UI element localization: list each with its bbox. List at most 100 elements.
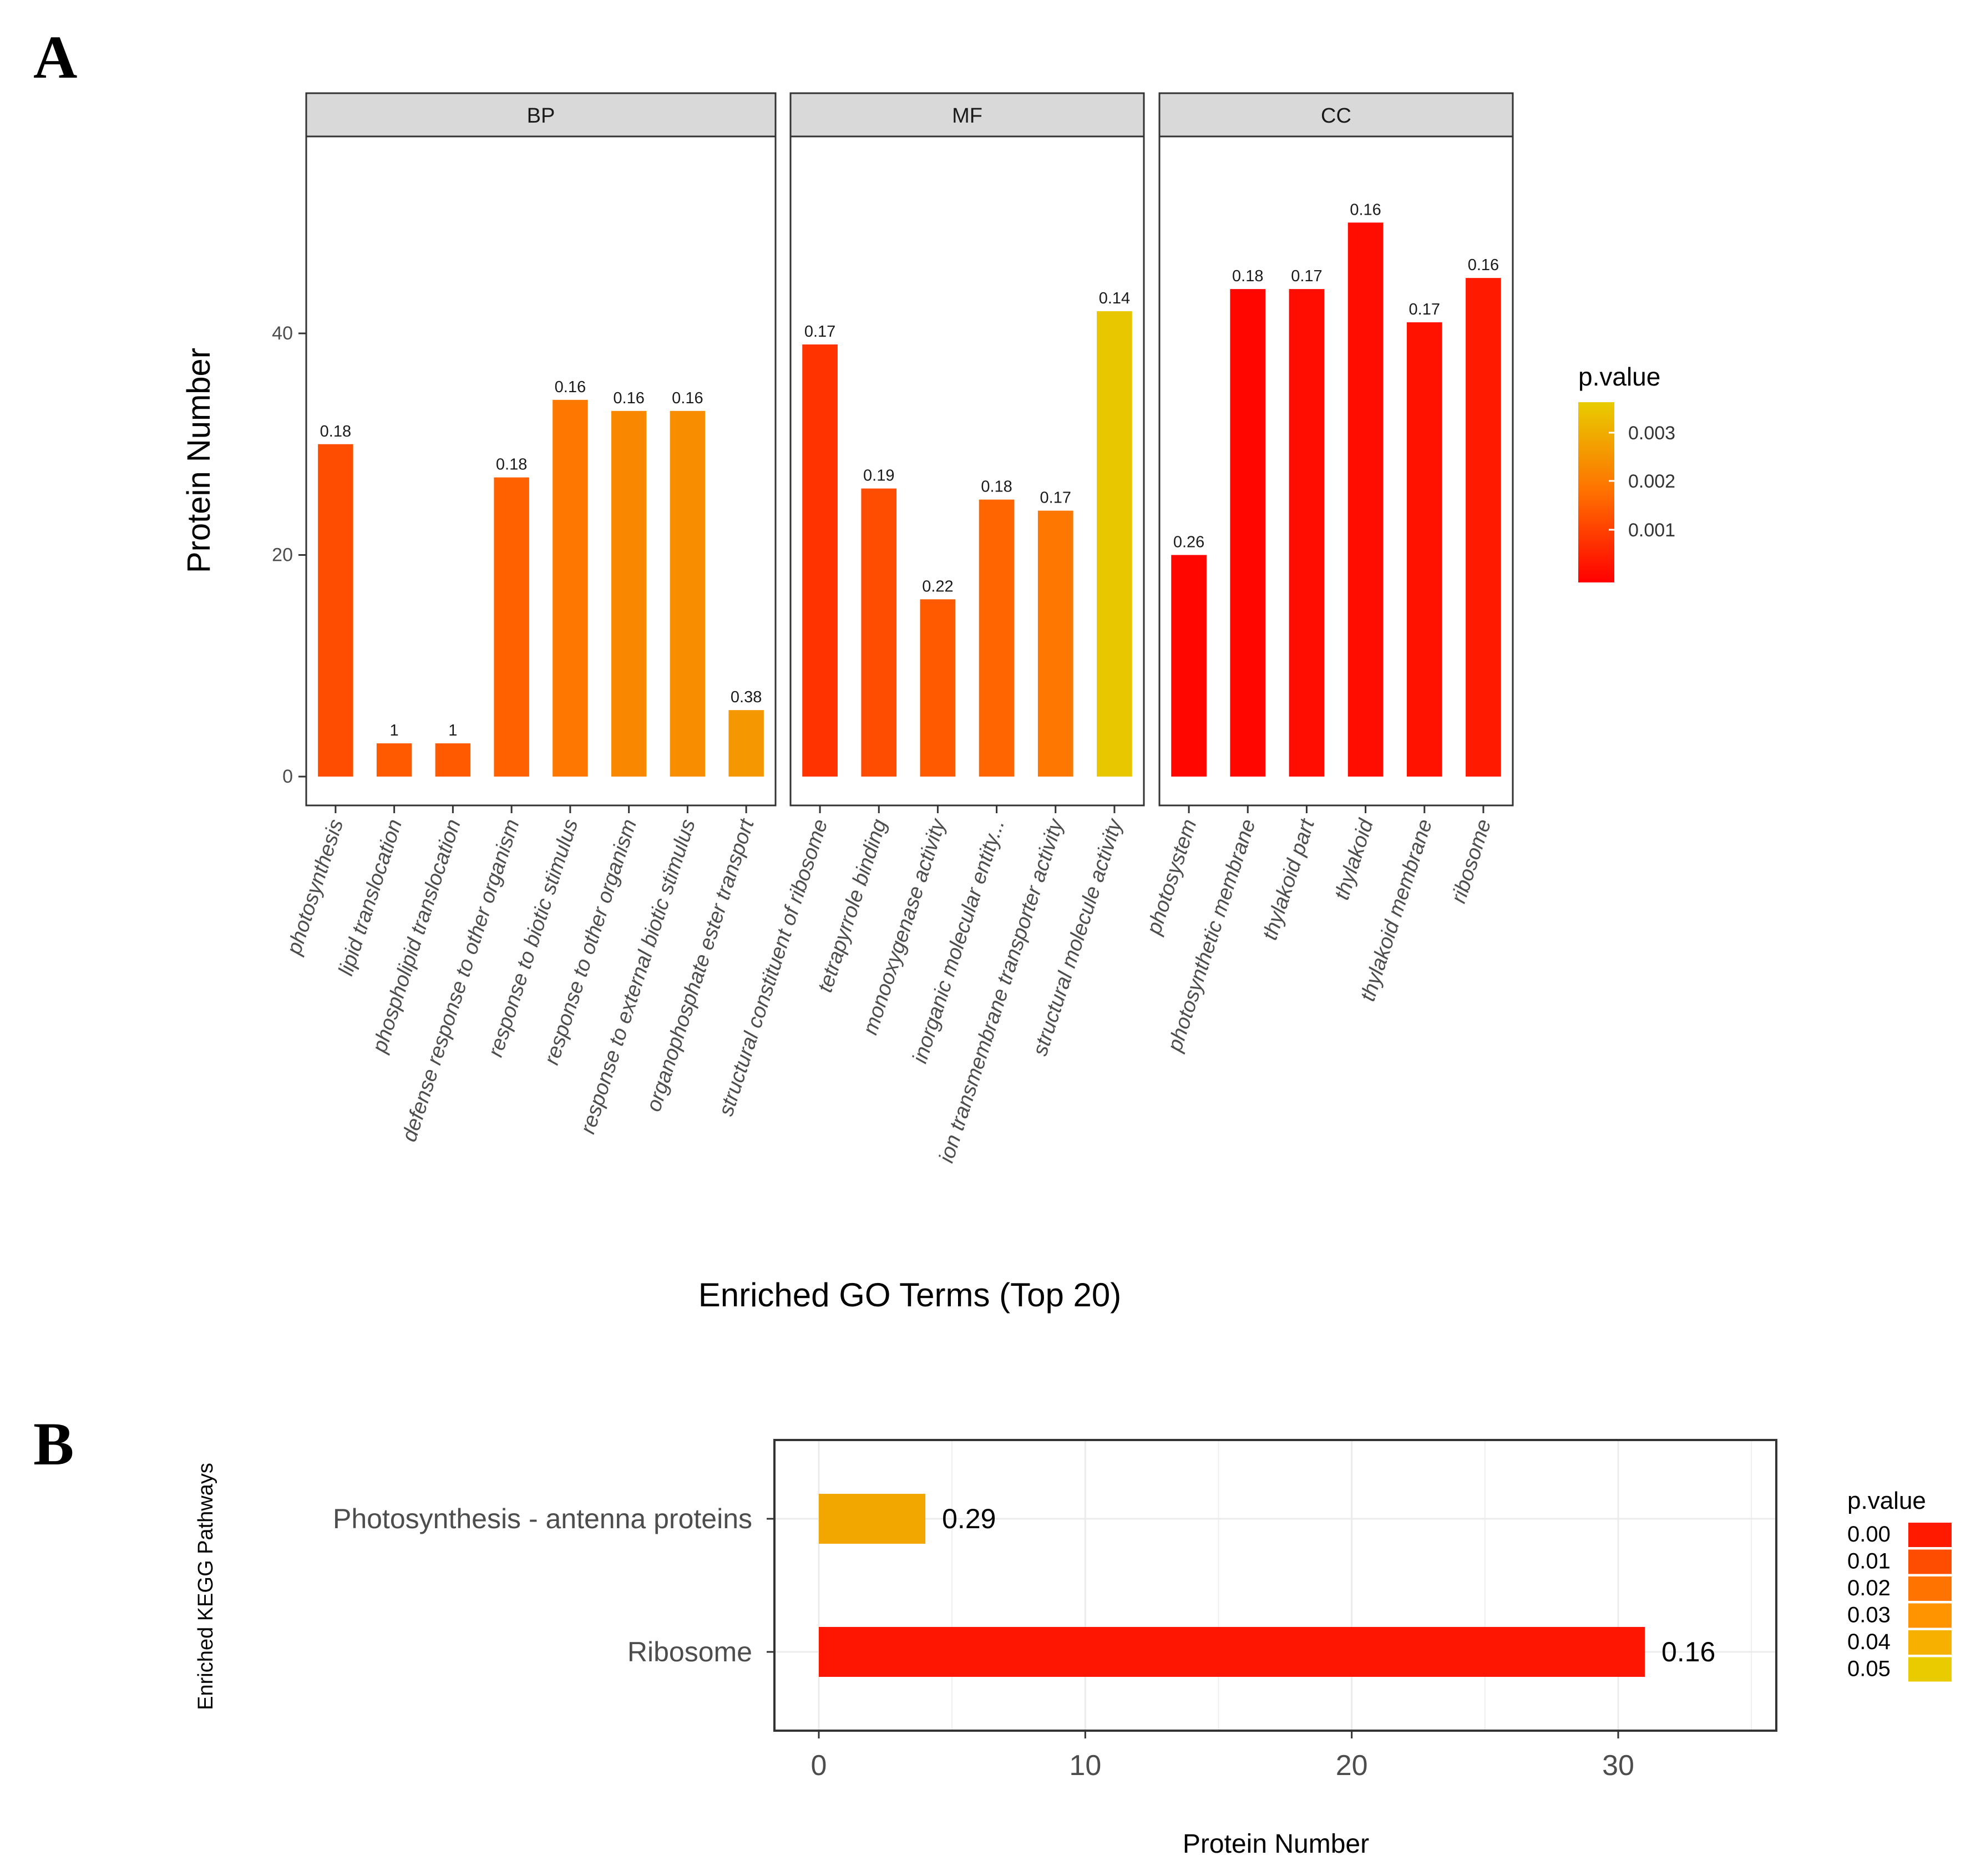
facet-panel: [1158, 135, 1514, 807]
facet-strip-label: CC: [1321, 104, 1351, 128]
kegg-legend-label: 0.05: [1847, 1657, 1891, 1681]
go-x-tick-label: defense response to other organism: [398, 817, 524, 1145]
go-bar-label: 0.19: [863, 467, 894, 485]
go-x-tick-label: thylakoid part: [1258, 815, 1319, 942]
go-bar-label: 0.18: [496, 456, 527, 474]
kegg-bars: 0.29 0.16: [819, 1494, 1715, 1677]
kegg-legend-key: [1908, 1630, 1952, 1655]
go-bar: [802, 344, 838, 777]
facet-strip-label: BP: [527, 104, 555, 128]
go-bar-label: 0.16: [613, 389, 644, 407]
go-x-tick-label: lipid translocation: [335, 817, 407, 978]
go-bar-label: 0.18: [1232, 267, 1263, 285]
go-facet-bp: BP 0.18 photosynthesis 1 lipid translocation…: [282, 92, 777, 1145]
go-bar: [1230, 289, 1266, 777]
kegg-axes: Photosynthesis - antenna proteins Ribosom…: [333, 1503, 1634, 1782]
go-legend-title: p.value: [1578, 362, 1660, 391]
go-legend-colorbar: [1578, 402, 1614, 582]
go-y-axis: 0 20 40: [272, 323, 306, 787]
kegg-x-axis-title: Protein Number: [1183, 1829, 1369, 1859]
go-legend-label: 0.003: [1628, 423, 1675, 444]
go-y-tick-label: 20: [272, 545, 293, 566]
go-bar: [435, 743, 471, 777]
go-bar: [861, 488, 897, 777]
go-bar: [611, 410, 647, 777]
go-bar: [920, 599, 956, 777]
kegg-legend-label: 0.03: [1847, 1603, 1891, 1627]
go-y-tick-label: 0: [282, 766, 293, 787]
go-bar: [979, 499, 1015, 777]
go-y-tick-label: 40: [272, 323, 293, 344]
panel-b-letter: B: [33, 1410, 74, 1478]
kegg-legend-key: [1908, 1657, 1952, 1682]
kegg-legend-key: [1908, 1576, 1952, 1601]
go-bar: [1097, 311, 1132, 777]
go-enrichment-chart: BP 0.18 photosynthesis 1 lipid translocation…: [181, 92, 1675, 1314]
kegg-legend-title: p.value: [1847, 1487, 1926, 1514]
go-bar-label: 0.16: [555, 378, 586, 396]
kegg-legend-label: 0.04: [1847, 1630, 1891, 1654]
facet-panel: [789, 135, 1145, 807]
go-bar-label: 0.17: [1040, 489, 1071, 507]
go-x-axis-title: Enriched GO Terms (Top 20): [698, 1276, 1122, 1314]
go-legend-label: 0.002: [1628, 471, 1675, 492]
go-bar-label: 0.17: [1409, 301, 1440, 318]
go-bar-label: 1: [448, 722, 457, 739]
go-y-axis-title: Protein Number: [181, 348, 217, 573]
panel-a-letter: A: [33, 23, 77, 91]
facet-strip: [789, 92, 1145, 138]
go-bar-label: 0.16: [1350, 201, 1381, 219]
go-x-tick-label: ribosome: [1447, 817, 1496, 906]
go-x-tick-label: photosystem: [1142, 817, 1202, 938]
go-bar: [1406, 322, 1442, 777]
kegg-pvalue-legend: p.value 0.000.010.02 0.03 0.04 0.05: [1847, 1487, 1952, 1682]
kegg-enrichment-chart: 0.29 0.16 Photosynthesis - antenna protei…: [194, 1439, 1952, 1859]
go-pvalue-legend: p.value 0.003 0.002 0.001: [1578, 362, 1675, 582]
go-bar: [553, 399, 588, 777]
kegg-x-tick-label: 0: [811, 1750, 827, 1782]
go-bar: [728, 710, 764, 777]
kegg-legend-label: 0.02: [1847, 1576, 1891, 1600]
kegg-legend-label: 0.00: [1847, 1522, 1891, 1547]
go-bar: [318, 444, 353, 777]
go-facets: BP 0.18 photosynthesis 1 lipid translocation…: [282, 92, 1514, 1165]
go-x-tick-label: thylakoid: [1330, 815, 1379, 902]
kegg-x-tick-label: 10: [1069, 1750, 1101, 1782]
go-bar-label: 0.18: [981, 478, 1012, 496]
kegg-x-tick-label: 20: [1336, 1750, 1368, 1782]
go-bar-label: 0.14: [1099, 290, 1130, 307]
kegg-legend-keys: 0.000.010.02 0.03 0.04 0.05: [1847, 1522, 1952, 1682]
kegg-y-tick-label: Ribosome: [627, 1636, 752, 1667]
go-bar-label: 0.26: [1173, 534, 1204, 551]
kegg-legend-key: [1908, 1603, 1952, 1628]
go-bar-label: 0.38: [731, 688, 762, 706]
kegg-legend-key: [1908, 1549, 1952, 1574]
go-bar: [1171, 555, 1207, 777]
kegg-x-tick-label: 30: [1602, 1750, 1634, 1782]
go-bar: [494, 477, 529, 777]
kegg-bar-label: 0.16: [1661, 1636, 1715, 1667]
go-bar-label: 0.22: [922, 577, 953, 595]
kegg-plot-panel: [773, 1439, 1777, 1732]
go-bar: [1347, 222, 1384, 777]
go-bar: [1037, 510, 1073, 777]
go-bar: [670, 410, 706, 777]
kegg-legend-key: [1908, 1523, 1952, 1547]
go-bar-label: 0.17: [1291, 267, 1322, 285]
kegg-bar: [819, 1627, 1645, 1677]
go-x-tick-label: photosynthesis: [282, 817, 348, 958]
go-bar-label: 0.17: [804, 323, 835, 341]
kegg-y-tick-label: Photosynthesis - antenna proteins: [333, 1503, 752, 1534]
kegg-bar: [819, 1494, 926, 1544]
go-bar: [1466, 278, 1501, 777]
go-bar-label: 0.18: [320, 423, 351, 440]
go-bar-label: 0.16: [1468, 256, 1499, 274]
go-bar-label: 1: [390, 722, 399, 739]
facet-strip: [1158, 92, 1514, 138]
go-legend-label: 0.001: [1628, 520, 1675, 541]
kegg-bar-label: 0.29: [942, 1503, 996, 1534]
go-bar: [1289, 289, 1325, 777]
kegg-y-axis-title: Enriched KEGG Pathways: [194, 1463, 217, 1710]
